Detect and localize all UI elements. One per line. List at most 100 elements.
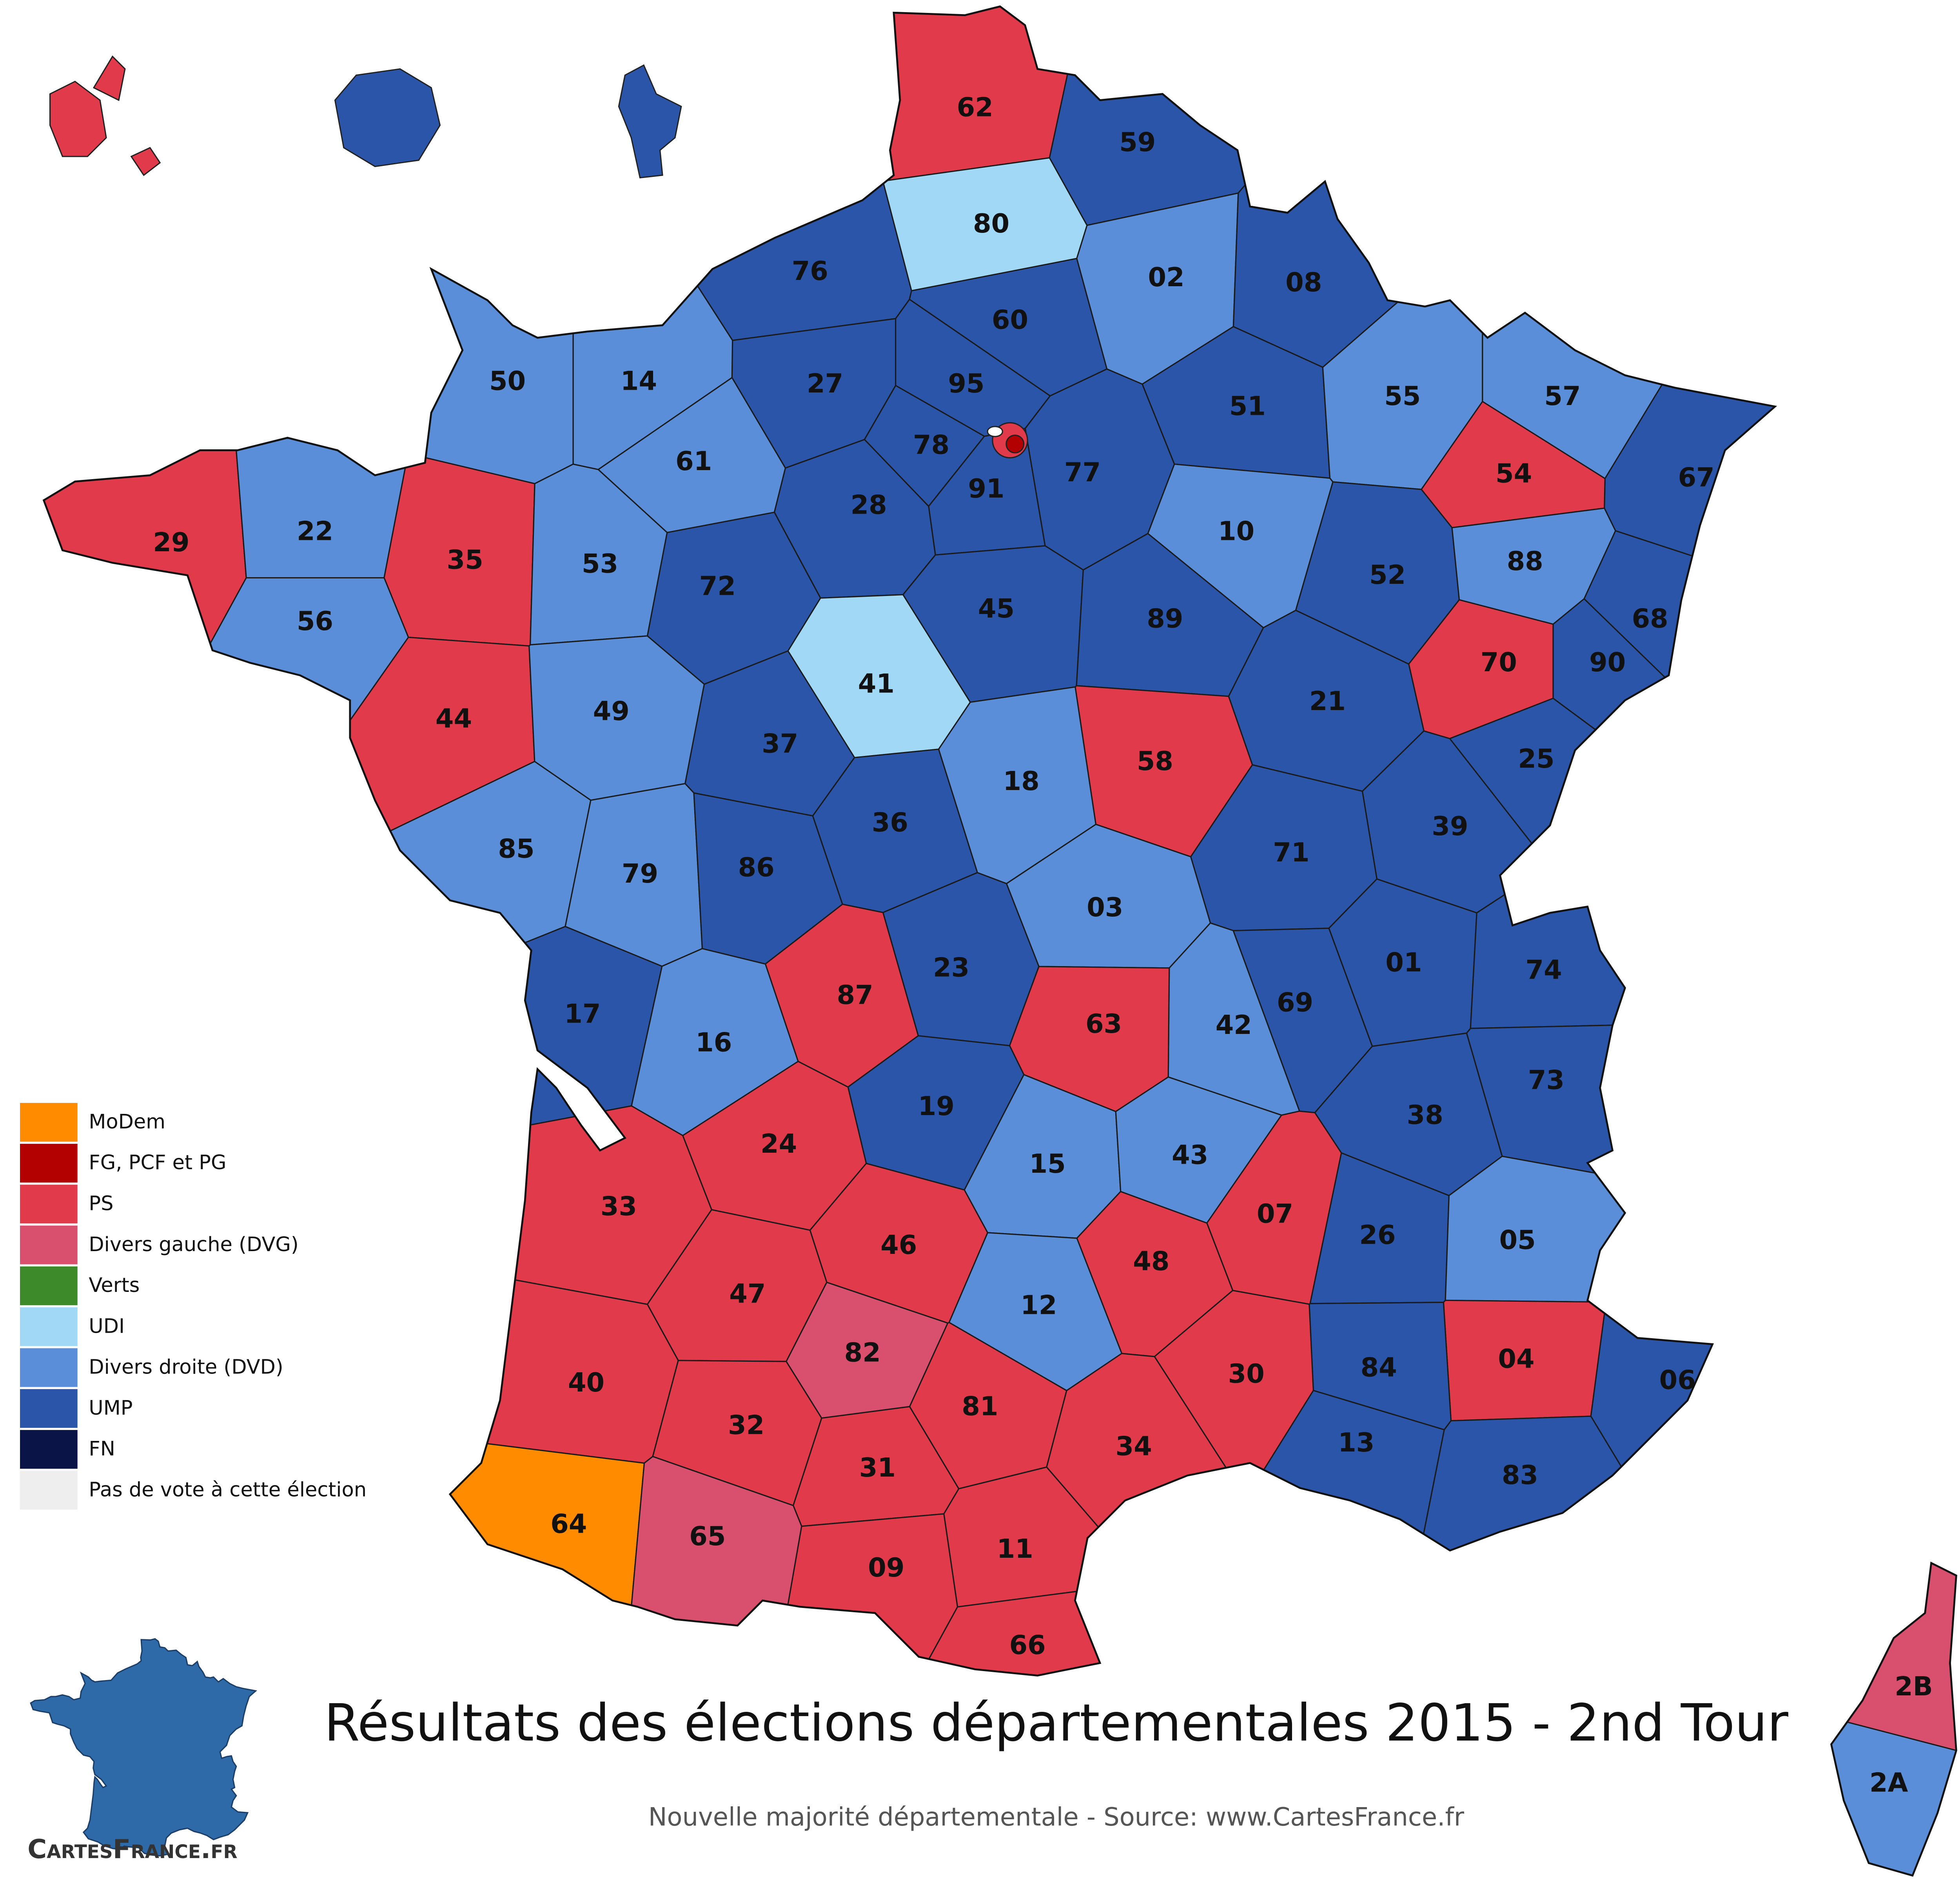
department-code: 74 <box>1526 955 1562 985</box>
logo-map <box>30 1638 258 1857</box>
department-code: 77 <box>1064 457 1101 488</box>
department-code: 23 <box>933 952 969 983</box>
department-code: 25 <box>1518 743 1554 774</box>
logo-shape <box>30 1638 258 1857</box>
department-code: 68 <box>1632 603 1668 634</box>
department-code: 76 <box>792 256 828 286</box>
department-code: 53 <box>582 548 618 579</box>
department-code: 05 <box>1499 1224 1536 1255</box>
department-code: 45 <box>978 593 1014 624</box>
legend-label: Pas de vote à cette élection <box>89 1478 367 1501</box>
subtitle: Nouvelle majorité départementale - Sourc… <box>648 1803 1465 1832</box>
department-code: 81 <box>962 1391 998 1422</box>
department-code: 86 <box>738 852 775 883</box>
department-code: 34 <box>1116 1431 1152 1462</box>
department-code: 30 <box>1228 1359 1265 1389</box>
department-code: 65 <box>689 1521 726 1551</box>
department <box>1049 6 1402 226</box>
department-code: 44 <box>436 703 472 734</box>
legend-label: Divers gauche (DVG) <box>89 1233 298 1256</box>
department-code: 47 <box>729 1279 766 1309</box>
department <box>1552 598 1875 881</box>
department-code: 2B <box>1895 1671 1933 1702</box>
department-code: 66 <box>1009 1630 1046 1660</box>
department-code: 24 <box>760 1128 797 1159</box>
department-code: 02 <box>1148 262 1185 292</box>
department-code: 69 <box>1277 987 1313 1018</box>
department-code: 06 <box>1659 1365 1696 1395</box>
coastline <box>42 5 1957 1877</box>
department-code: 48 <box>1133 1246 1169 1277</box>
department-code: 87 <box>837 979 873 1010</box>
department-code: 09 <box>868 1552 904 1583</box>
paris-city <box>1005 434 1025 454</box>
legend-swatch <box>20 1225 78 1264</box>
department-code: 37 <box>762 728 798 759</box>
department-code: 42 <box>1216 1010 1252 1040</box>
department-code: 38 <box>1407 1100 1443 1130</box>
department-code: 21 <box>1309 686 1346 716</box>
department-code: 79 <box>622 858 658 889</box>
department-code: 35 <box>447 545 483 575</box>
department-code: 60 <box>992 305 1028 335</box>
department-code: 84 <box>1361 1352 1397 1383</box>
guadeloupe <box>49 55 161 176</box>
department-code: 62 <box>957 92 993 122</box>
legend-label: FN <box>89 1437 115 1461</box>
department-code: 57 <box>1544 381 1581 411</box>
department-code: 22 <box>297 516 333 546</box>
department <box>44 761 592 1155</box>
title: Résultats des élections départementales … <box>324 1693 1788 1753</box>
legend-label: FG, PCF et PG <box>89 1151 226 1174</box>
legend-label: PS <box>89 1192 113 1215</box>
department-code: 08 <box>1285 267 1322 298</box>
department-code: 39 <box>1432 811 1468 841</box>
legend-label: Verts <box>89 1274 140 1297</box>
department-code: 78 <box>913 429 949 460</box>
department-code: 59 <box>1119 127 1156 158</box>
department-code: 85 <box>498 833 534 864</box>
legend-swatch <box>20 1266 78 1305</box>
paris <box>987 422 1028 459</box>
department <box>1583 530 1956 907</box>
department-code: 67 <box>1678 462 1715 492</box>
legend-label: Divers droite (DVD) <box>89 1356 283 1379</box>
department-code: 26 <box>1359 1220 1396 1250</box>
department <box>44 577 409 1106</box>
department-code: 73 <box>1528 1065 1564 1095</box>
department-code: 72 <box>699 571 736 601</box>
department-code: 10 <box>1218 516 1254 546</box>
mayotte <box>618 64 682 178</box>
legend-swatch <box>20 1184 78 1224</box>
department-code: 03 <box>1087 892 1123 923</box>
department-code: 54 <box>1495 458 1532 489</box>
department-code: 13 <box>1338 1427 1374 1458</box>
department-code: 27 <box>807 368 843 399</box>
department-code: 61 <box>675 446 712 476</box>
department-code: 50 <box>489 366 526 396</box>
department-code: 12 <box>1020 1290 1057 1320</box>
department-code: 41 <box>858 668 895 699</box>
department-code: 64 <box>550 1508 587 1539</box>
department <box>1590 1078 1956 1606</box>
department-code: 04 <box>1498 1343 1534 1374</box>
legend-swatch <box>20 1348 78 1387</box>
department-code: 16 <box>695 1027 732 1058</box>
legend: MoDem FG, PCF et PG PS Divers gauche (DVG) V… <box>20 1103 367 1510</box>
department-code: 90 <box>1589 647 1626 678</box>
department-code: 43 <box>1172 1140 1208 1170</box>
department-code: 32 <box>728 1410 764 1440</box>
department-code: 46 <box>880 1230 917 1260</box>
department-code: 88 <box>1507 546 1543 576</box>
department-code: 01 <box>1385 947 1422 978</box>
no-vote-area <box>987 426 1003 437</box>
logo-text: CartesFrance.fr <box>27 1834 238 1864</box>
legend-swatch <box>20 1471 78 1510</box>
department-code: 52 <box>1369 560 1406 590</box>
department-code: 95 <box>948 368 984 399</box>
department-code: 14 <box>621 366 657 396</box>
department-code: 28 <box>851 489 887 520</box>
